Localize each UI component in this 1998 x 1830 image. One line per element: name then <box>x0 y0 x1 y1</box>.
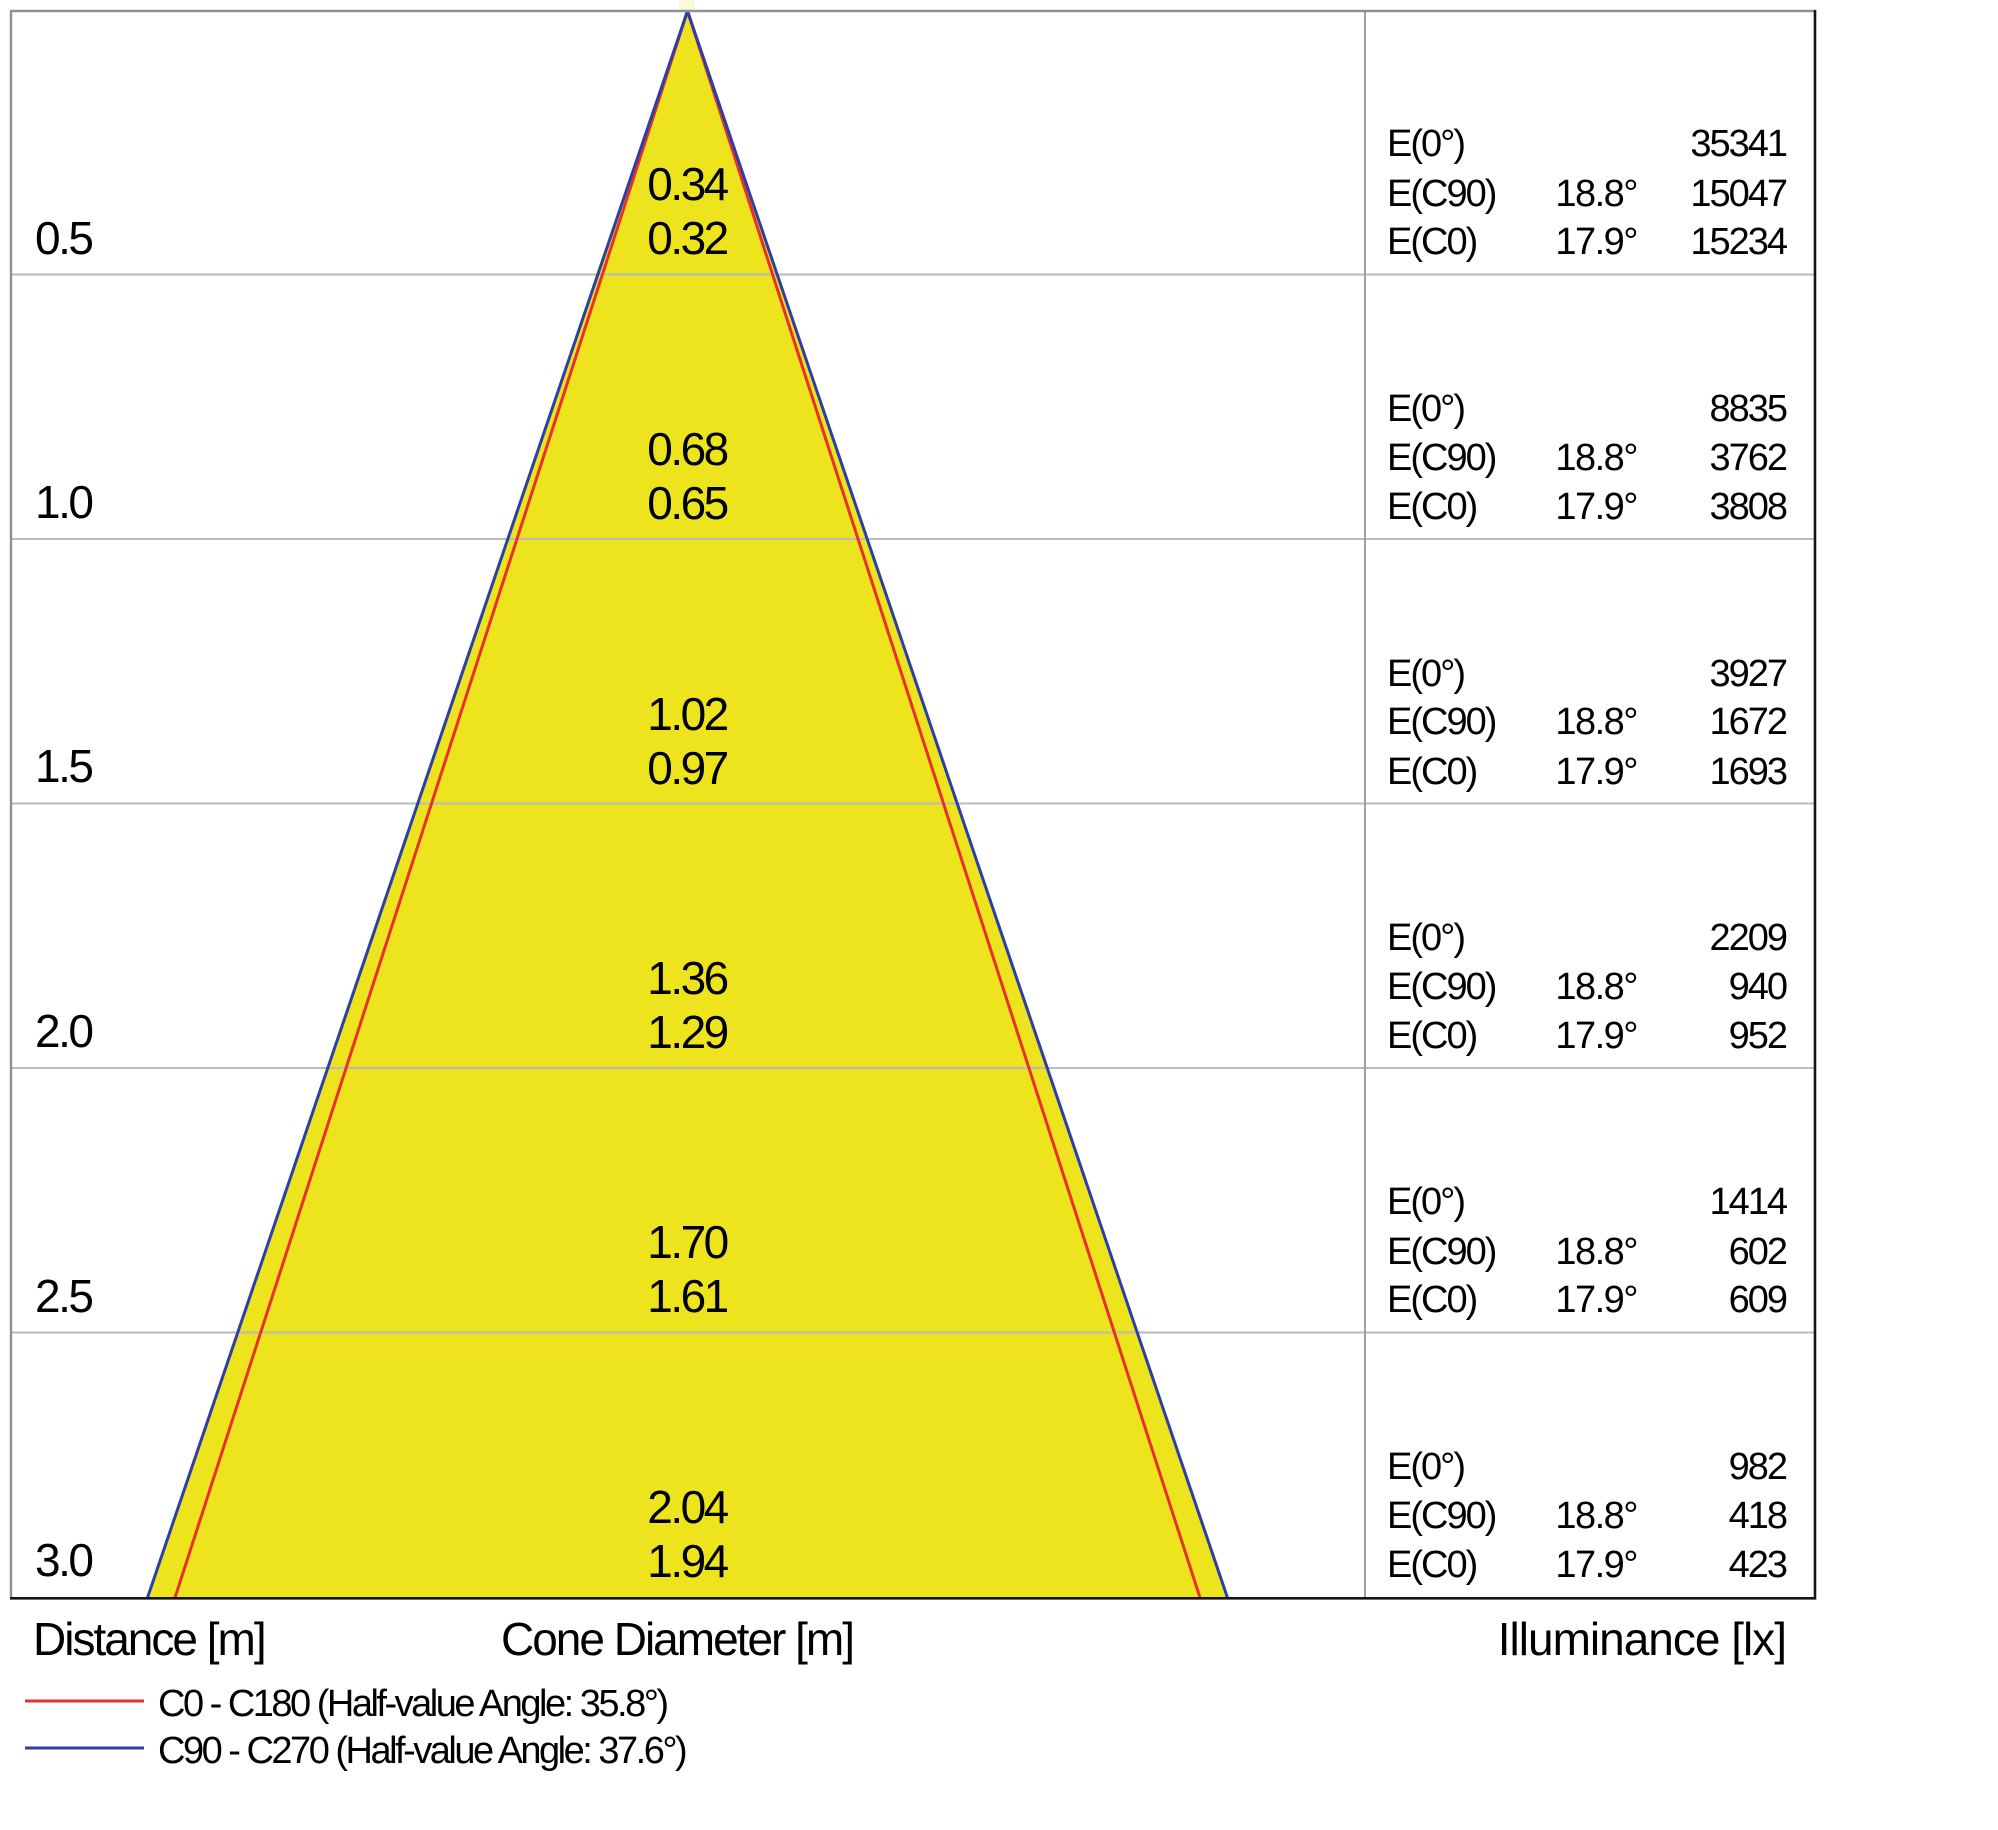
svg-text:3762: 3762 <box>1709 437 1786 479</box>
svg-text:E(C90): E(C90) <box>1387 966 1496 1008</box>
svg-text:1414: 1414 <box>1709 1181 1787 1223</box>
svg-text:E(0°): E(0°) <box>1387 1446 1464 1488</box>
svg-text:17.9°: 17.9° <box>1555 751 1637 793</box>
svg-text:E(C90): E(C90) <box>1387 701 1496 743</box>
svg-text:0.5: 0.5 <box>35 212 92 264</box>
svg-text:1693: 1693 <box>1709 751 1786 793</box>
svg-text:17.9°: 17.9° <box>1555 486 1637 528</box>
svg-text:418: 418 <box>1729 1495 1787 1537</box>
svg-text:8835: 8835 <box>1709 388 1786 430</box>
svg-text:1.0: 1.0 <box>35 476 92 528</box>
svg-text:18.8°: 18.8° <box>1555 966 1637 1008</box>
svg-text:18.8°: 18.8° <box>1555 437 1637 479</box>
svg-text:952: 952 <box>1729 1015 1787 1057</box>
svg-text:2.0: 2.0 <box>35 1005 92 1057</box>
svg-text:E(C0): E(C0) <box>1387 1279 1477 1321</box>
svg-text:17.9°: 17.9° <box>1555 1015 1637 1057</box>
svg-text:3927: 3927 <box>1709 653 1786 695</box>
svg-text:15234: 15234 <box>1690 221 1788 263</box>
svg-text:2.04: 2.04 <box>647 1481 728 1533</box>
svg-text:E(0°): E(0°) <box>1387 653 1464 695</box>
svg-text:1.94: 1.94 <box>647 1535 728 1587</box>
svg-text:1.29: 1.29 <box>647 1006 727 1058</box>
svg-text:1.5: 1.5 <box>35 740 92 792</box>
svg-text:17.9°: 17.9° <box>1555 1544 1637 1586</box>
svg-text:Cone Diameter [m]: Cone Diameter [m] <box>501 1613 853 1665</box>
svg-text:Distance [m]: Distance [m] <box>33 1613 265 1665</box>
svg-text:C0 - C180 (Half-value Angle: 3: C0 - C180 (Half-value Angle: 35.8°) <box>158 1683 667 1725</box>
svg-text:1.36: 1.36 <box>647 952 727 1004</box>
svg-text:609: 609 <box>1729 1279 1787 1321</box>
svg-text:E(C0): E(C0) <box>1387 1015 1477 1057</box>
svg-text:1672: 1672 <box>1709 701 1786 743</box>
svg-text:E(0°): E(0°) <box>1387 123 1464 165</box>
svg-text:18.8°: 18.8° <box>1555 173 1637 215</box>
svg-text:E(C90): E(C90) <box>1387 1231 1496 1273</box>
svg-text:18.8°: 18.8° <box>1555 1495 1637 1537</box>
svg-text:Illuminance [lx]: Illuminance [lx] <box>1498 1613 1786 1665</box>
svg-text:E(C90): E(C90) <box>1387 1495 1496 1537</box>
svg-text:423: 423 <box>1729 1544 1787 1586</box>
svg-text:1.02: 1.02 <box>647 688 727 740</box>
svg-text:15047: 15047 <box>1690 173 1787 215</box>
svg-text:18.8°: 18.8° <box>1555 1231 1637 1273</box>
svg-text:18.8°: 18.8° <box>1555 701 1637 743</box>
svg-text:602: 602 <box>1729 1231 1787 1273</box>
svg-text:E(0°): E(0°) <box>1387 917 1464 959</box>
svg-text:E(0°): E(0°) <box>1387 388 1464 430</box>
svg-text:0.65: 0.65 <box>647 477 727 529</box>
svg-text:17.9°: 17.9° <box>1555 1279 1637 1321</box>
svg-text:E(C0): E(C0) <box>1387 486 1477 528</box>
svg-text:1.70: 1.70 <box>647 1216 727 1268</box>
svg-text:E(C0): E(C0) <box>1387 751 1477 793</box>
svg-text:0.34: 0.34 <box>647 158 728 210</box>
svg-text:E(C90): E(C90) <box>1387 437 1496 479</box>
svg-text:982: 982 <box>1729 1446 1787 1488</box>
svg-text:E(0°): E(0°) <box>1387 1181 1464 1223</box>
svg-text:17.9°: 17.9° <box>1555 221 1637 263</box>
svg-text:2.5: 2.5 <box>35 1270 92 1322</box>
svg-text:E(C0): E(C0) <box>1387 221 1477 263</box>
svg-text:E(C90): E(C90) <box>1387 173 1496 215</box>
svg-text:C90 - C270 (Half-value Angle:: C90 - C270 (Half-value Angle: 37.6°) <box>158 1730 686 1772</box>
svg-text:0.97: 0.97 <box>647 742 727 794</box>
svg-text:940: 940 <box>1729 966 1787 1008</box>
svg-text:3808: 3808 <box>1709 486 1786 528</box>
svg-text:0.32: 0.32 <box>647 212 727 264</box>
svg-text:2209: 2209 <box>1709 917 1786 959</box>
svg-text:0.68: 0.68 <box>647 423 727 475</box>
svg-text:E(C0): E(C0) <box>1387 1544 1477 1586</box>
svg-text:35341: 35341 <box>1690 123 1787 165</box>
svg-text:3.0: 3.0 <box>35 1534 92 1586</box>
svg-text:1.61: 1.61 <box>647 1270 727 1322</box>
